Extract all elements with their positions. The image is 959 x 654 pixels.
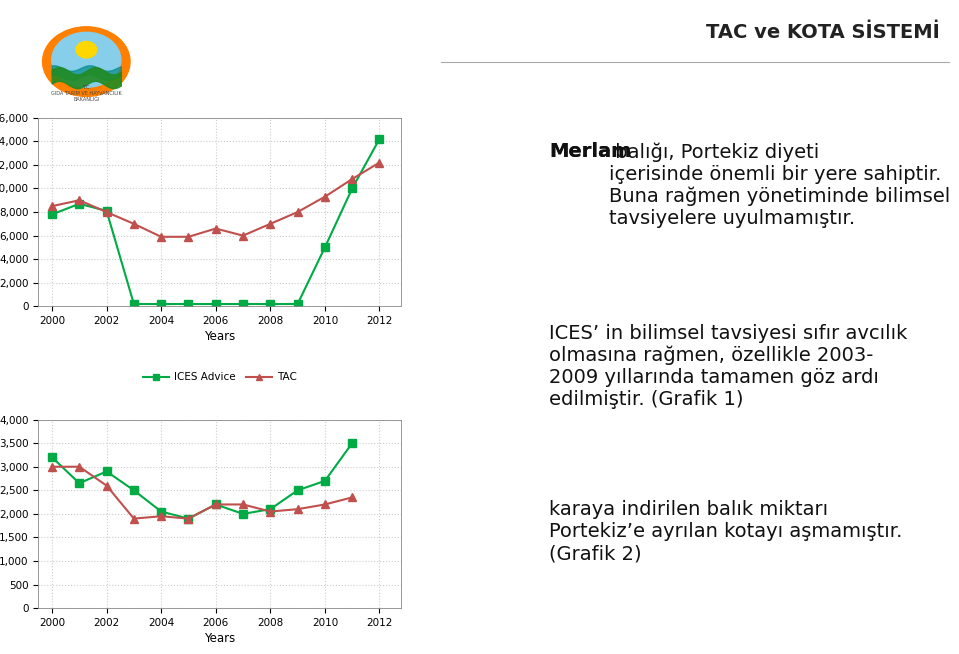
Text: T.C.
GIDA TARIM VE HAYVANCILIK
BAKANLIĞI: T.C. GIDA TARIM VE HAYVANCILIK BAKANLIĞI bbox=[51, 85, 122, 102]
Legend: ICES Advice, TAC: ICES Advice, TAC bbox=[138, 368, 301, 387]
Circle shape bbox=[52, 32, 121, 87]
Text: Merlam: Merlam bbox=[550, 143, 632, 162]
Text: TAC ve KOTA SİSTEMİ: TAC ve KOTA SİSTEMİ bbox=[706, 23, 940, 43]
Text: karaya indirilen balık miktarı
Portekiz’e ayrılan kotayı aşmamıştır.
(Grafik 2): karaya indirilen balık miktarı Portekiz’… bbox=[550, 500, 902, 563]
Text: balığı, Portekiz diyeti
içerisinde önemli bir yere sahiptir.
Buna rağmen yönetim: balığı, Portekiz diyeti içerisinde öneml… bbox=[609, 143, 950, 228]
X-axis label: Years: Years bbox=[204, 330, 236, 343]
X-axis label: Years: Years bbox=[204, 632, 236, 645]
Text: Merlam balığı, Portekiz diyeti
içerisinde önemli bir yere sahiptir.
Buna rağmen : Merlam balığı, Portekiz diyeti içerisind… bbox=[550, 143, 891, 228]
Circle shape bbox=[42, 27, 130, 96]
Text: Merlam: Merlam bbox=[550, 143, 632, 162]
Text: ICES’ in bilimsel tavsiyesi sıfır avcılık
olmasına rağmen, özellikle 2003-
2009 : ICES’ in bilimsel tavsiyesi sıfır avcılı… bbox=[550, 324, 908, 409]
Circle shape bbox=[76, 41, 97, 58]
